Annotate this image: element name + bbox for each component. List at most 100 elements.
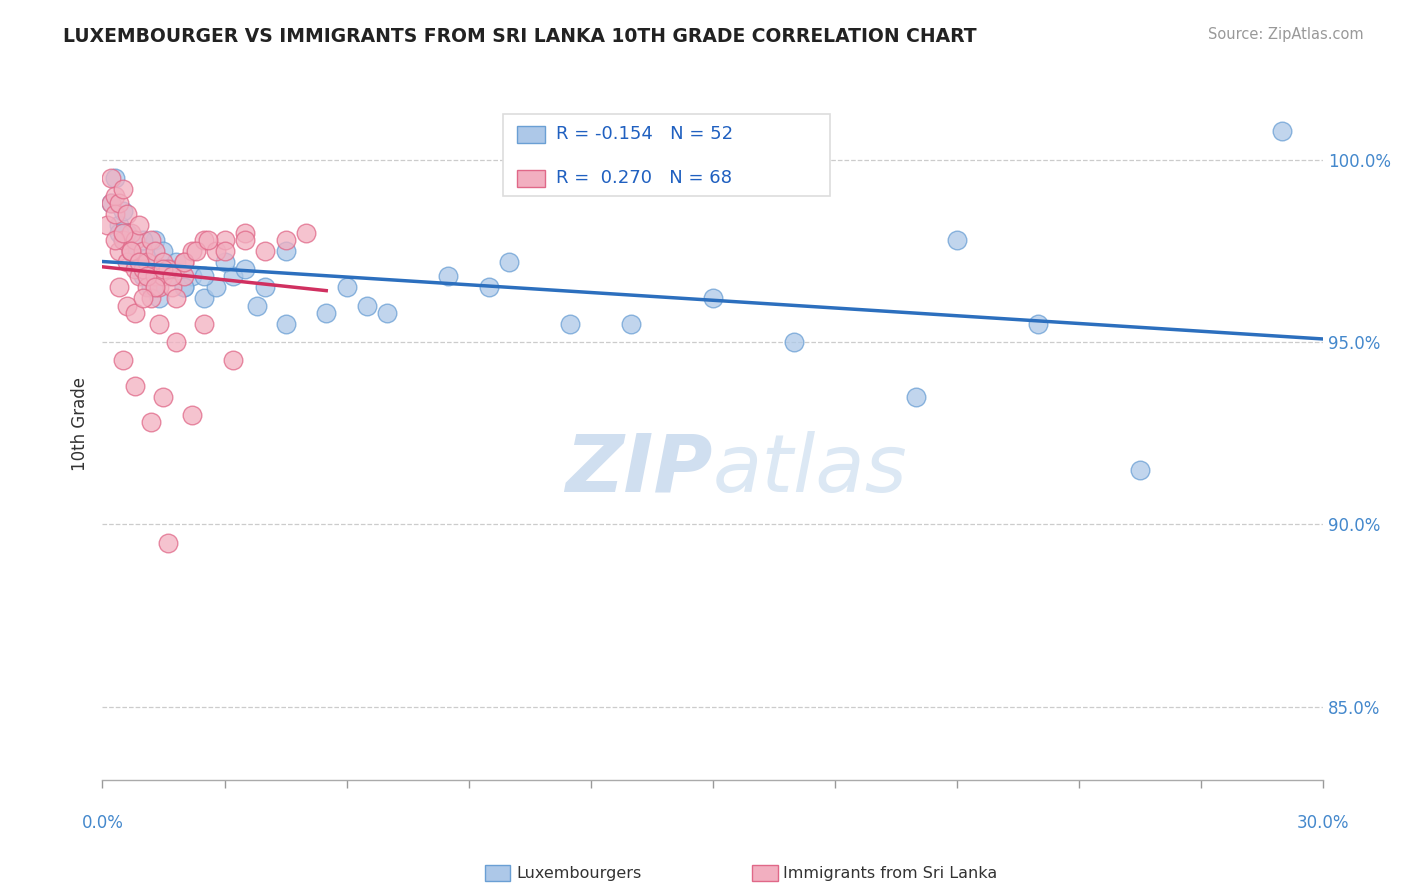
Point xyxy=(111,226,134,240)
Text: LUXEMBOURGER VS IMMIGRANTS FROM SRI LANKA 10TH GRADE CORRELATION CHART: LUXEMBOURGER VS IMMIGRANTS FROM SRI LANK… xyxy=(63,27,977,45)
Point xyxy=(221,353,243,368)
Point xyxy=(356,299,378,313)
Point xyxy=(173,280,195,294)
Point xyxy=(132,233,155,247)
Point xyxy=(115,299,138,313)
Point xyxy=(124,379,146,393)
Text: atlas: atlas xyxy=(713,431,907,508)
Point xyxy=(128,262,150,277)
Point xyxy=(111,203,134,218)
Point xyxy=(143,280,166,294)
Point xyxy=(104,189,127,203)
Point xyxy=(214,255,236,269)
Point xyxy=(184,244,207,258)
Point xyxy=(96,219,118,233)
Point xyxy=(165,291,187,305)
Text: 0.0%: 0.0% xyxy=(82,814,124,832)
Point xyxy=(375,306,398,320)
Text: ZIP: ZIP xyxy=(565,431,713,508)
Point xyxy=(620,317,643,331)
Point xyxy=(124,306,146,320)
Point xyxy=(104,170,127,185)
Point xyxy=(193,317,215,331)
Point xyxy=(100,170,122,185)
Point xyxy=(181,408,204,422)
Point xyxy=(335,280,357,294)
Point xyxy=(214,244,236,258)
Point xyxy=(274,233,297,247)
Point xyxy=(143,280,166,294)
Point xyxy=(120,244,142,258)
Point xyxy=(120,244,142,258)
Point xyxy=(120,244,142,258)
Point xyxy=(115,207,138,221)
Point xyxy=(160,262,183,277)
Point xyxy=(173,255,195,269)
Point xyxy=(498,255,520,269)
Point xyxy=(783,334,806,349)
Point xyxy=(124,233,146,247)
Point xyxy=(246,299,269,313)
Point xyxy=(205,280,228,294)
Point xyxy=(173,255,195,269)
Point xyxy=(173,280,195,294)
Point xyxy=(120,226,142,240)
Point xyxy=(1026,317,1049,331)
Point xyxy=(141,415,163,429)
Point xyxy=(107,196,129,211)
Point xyxy=(160,280,183,294)
Point xyxy=(143,269,166,284)
Point xyxy=(1271,123,1294,137)
Point xyxy=(124,255,146,269)
Point xyxy=(560,317,582,331)
Point xyxy=(128,269,150,284)
Point xyxy=(295,226,318,240)
Point xyxy=(136,251,159,265)
Point xyxy=(437,269,460,284)
Point xyxy=(160,269,183,284)
Point xyxy=(156,269,179,284)
Point xyxy=(141,280,163,294)
Point xyxy=(478,280,501,294)
Point xyxy=(905,390,928,404)
Point xyxy=(233,233,256,247)
Y-axis label: 10th Grade: 10th Grade xyxy=(72,377,89,471)
Point xyxy=(141,291,163,305)
Point xyxy=(132,269,155,284)
Point xyxy=(165,255,187,269)
Point xyxy=(152,269,174,284)
Point xyxy=(111,353,134,368)
Point xyxy=(233,262,256,277)
Point xyxy=(156,535,179,549)
Text: 30.0%: 30.0% xyxy=(1296,814,1350,832)
Point xyxy=(143,244,166,258)
Point xyxy=(136,269,159,284)
Point xyxy=(124,262,146,277)
Point xyxy=(120,244,142,258)
Point xyxy=(214,233,236,247)
Point xyxy=(136,280,159,294)
Point xyxy=(115,226,138,240)
Point xyxy=(148,317,170,331)
Point xyxy=(152,244,174,258)
Point xyxy=(104,233,127,247)
Point xyxy=(193,233,215,247)
Point xyxy=(132,244,155,258)
Point xyxy=(197,233,219,247)
Point xyxy=(702,291,724,305)
Point xyxy=(100,196,122,211)
Point xyxy=(104,207,127,221)
Text: R =  0.270   N = 68: R = 0.270 N = 68 xyxy=(557,169,733,187)
Point xyxy=(148,280,170,294)
Point xyxy=(165,334,187,349)
Point xyxy=(136,255,159,269)
Text: R = -0.154   N = 52: R = -0.154 N = 52 xyxy=(557,126,733,144)
Point xyxy=(141,233,163,247)
Point xyxy=(111,182,134,196)
Point xyxy=(205,244,228,258)
Point xyxy=(132,291,155,305)
Point xyxy=(143,233,166,247)
Text: Source: ZipAtlas.com: Source: ZipAtlas.com xyxy=(1208,27,1364,42)
Point xyxy=(193,291,215,305)
Text: Luxembourgers: Luxembourgers xyxy=(516,866,641,880)
